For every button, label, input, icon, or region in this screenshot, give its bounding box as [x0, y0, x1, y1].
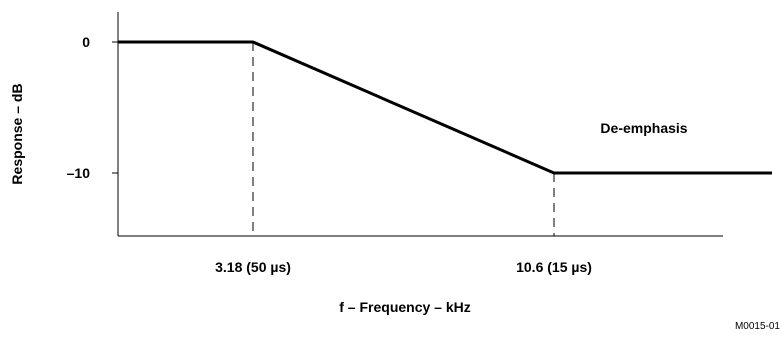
y-tick-label: 0: [82, 34, 90, 50]
x-axis-label: f – Frequency – kHz: [339, 299, 471, 315]
x-tick-label: 10.6 (15 µs): [516, 259, 592, 275]
y-axis-label: Response – dB: [9, 83, 25, 184]
series-line: [118, 40, 772, 175]
figure-id: M0015-01: [735, 321, 780, 332]
y-tick-label: –10: [67, 165, 91, 181]
series-annotation: De-emphasis: [600, 120, 687, 136]
x-tick-label: 3.18 (50 µs): [215, 259, 291, 275]
